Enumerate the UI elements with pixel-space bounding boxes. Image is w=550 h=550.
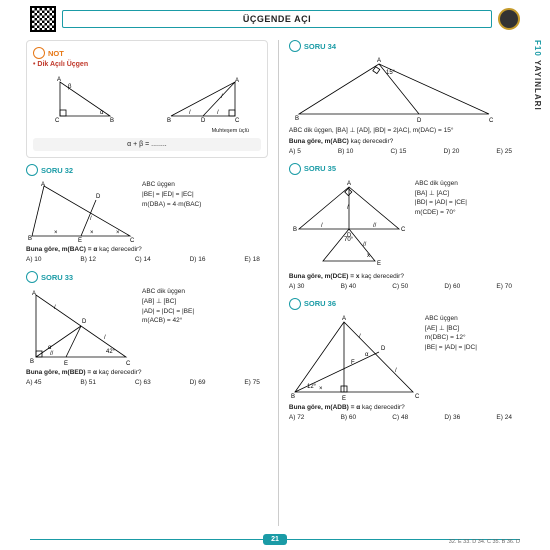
- svg-text:70°: 70°: [344, 237, 354, 243]
- right-triangle-2-icon: AB DC ///: [163, 74, 243, 122]
- svg-text:×: ×: [90, 230, 94, 236]
- left-column: NOT • Dik Açılı Üçgen ACB βα AB DC ///: [26, 40, 268, 526]
- page-title: ÜÇGENDE AÇI: [62, 10, 492, 28]
- question-heading: SORU 35: [289, 163, 520, 175]
- q35-figure-icon: AB DC E 70° x /// ///: [289, 179, 409, 269]
- svg-text:B: B: [295, 116, 299, 122]
- note-sub: • Dik Açılı Üçgen: [33, 61, 261, 68]
- choices: A) 72B) 60C) 48D) 36E) 24: [289, 414, 520, 421]
- svg-text:D: D: [381, 346, 386, 352]
- svg-text:×: ×: [54, 230, 58, 236]
- q34-figure-icon: A B D C 15°: [289, 56, 499, 122]
- question-36: SORU 36 AB EDC F 12° α ×// ABC üçgen[AE]…: [289, 298, 520, 421]
- svg-text:A: A: [41, 182, 45, 188]
- question-heading: SORU 32: [26, 164, 268, 176]
- svg-text:E: E: [377, 261, 381, 267]
- svg-text:B: B: [291, 394, 295, 400]
- svg-text:D: D: [201, 118, 206, 122]
- svg-text:E: E: [342, 396, 346, 400]
- svg-text:B: B: [293, 227, 297, 233]
- svg-text:/: /: [321, 223, 323, 229]
- svg-text:C: C: [489, 118, 494, 122]
- question-heading: SORU 36: [289, 298, 520, 310]
- svg-text://: //: [50, 351, 54, 357]
- svg-text:×: ×: [116, 230, 120, 236]
- choices: A) 10B) 12C) 14D) 16E) 18: [26, 256, 268, 263]
- svg-text:x: x: [367, 253, 370, 259]
- question-33: SORU 33 AB DEC 42° //// α ABC dik üçgen[…: [26, 271, 268, 386]
- svg-text:D: D: [82, 319, 87, 325]
- svg-text:C: C: [126, 361, 131, 365]
- note-heading: NOT: [33, 47, 261, 59]
- q36-figure-icon: AB EDC F 12° α ×//: [289, 314, 419, 400]
- choices: A) 45B) 51C) 63D) 69E) 75: [26, 379, 268, 386]
- question-34: SORU 34 AB DC 15° ABC dik üçgen, [BA] ⊥ …: [289, 40, 520, 155]
- page-header: ÜÇGENDE AÇI: [30, 6, 520, 32]
- svg-text:D: D: [96, 194, 101, 200]
- page-number: 21: [263, 534, 287, 545]
- svg-text://: //: [373, 223, 377, 229]
- svg-text:C: C: [55, 118, 60, 122]
- svg-text:/: /: [90, 216, 92, 222]
- svg-text:α: α: [100, 110, 104, 116]
- qr-icon: [30, 6, 56, 32]
- right-triangle-1-icon: A C B β α: [50, 74, 120, 122]
- svg-text:A: A: [342, 316, 346, 322]
- formula-box: α + β = ........: [33, 138, 261, 151]
- svg-text:12°: 12°: [307, 384, 317, 390]
- question-heading: SORU 33: [26, 271, 268, 283]
- svg-text:E: E: [78, 238, 82, 242]
- svg-text:B: B: [28, 236, 32, 242]
- q32-figure-icon: A B E D C × × × /: [26, 180, 136, 242]
- note-box: NOT • Dik Açılı Üçgen ACB βα AB DC ///: [26, 40, 268, 158]
- question-35: SORU 35 AB DC E 70° x /// /// ABC dik üç…: [289, 163, 520, 290]
- svg-text:B: B: [110, 118, 114, 122]
- content: NOT • Dik Açılı Üçgen ACB βα AB DC ///: [26, 40, 520, 526]
- question-32: SORU 32 AB EDC ××× / ABC üçgen|BE| = |ED…: [26, 164, 268, 263]
- svg-text://: //: [363, 242, 367, 248]
- svg-text:C: C: [401, 227, 406, 233]
- svg-text:/: /: [217, 110, 219, 116]
- svg-text:C: C: [130, 238, 135, 242]
- footer: 21: [30, 532, 520, 546]
- svg-text:/: /: [54, 305, 56, 311]
- q33-figure-icon: AB DEC 42° //// α: [26, 287, 136, 365]
- svg-text:D: D: [417, 118, 422, 122]
- svg-text:B: B: [30, 359, 34, 365]
- svg-text:A: A: [32, 291, 36, 297]
- choices: A) 5B) 10C) 15D) 20E) 25: [289, 148, 520, 155]
- svg-text:/: /: [395, 368, 397, 374]
- svg-text:C: C: [415, 394, 419, 400]
- svg-text:A: A: [347, 181, 351, 187]
- svg-text:E: E: [64, 361, 68, 365]
- brand-logo-icon: [498, 8, 520, 30]
- svg-text:C: C: [235, 118, 240, 122]
- svg-text:A: A: [57, 77, 61, 83]
- svg-text:B: B: [167, 118, 171, 122]
- svg-text:A: A: [377, 58, 381, 64]
- svg-text:×: ×: [319, 386, 323, 392]
- choices: A) 30B) 40C) 50D) 60E) 70: [289, 283, 520, 290]
- svg-text:42°: 42°: [106, 349, 116, 355]
- svg-text:/: /: [189, 110, 191, 116]
- svg-text:α: α: [365, 352, 369, 358]
- svg-text:F: F: [351, 360, 355, 366]
- svg-text:A: A: [235, 78, 239, 84]
- svg-text:α: α: [48, 345, 52, 351]
- side-brand: F10 YAYINLARI: [533, 40, 542, 111]
- right-column: SORU 34 AB DC 15° ABC dik üçgen, [BA] ⊥ …: [278, 40, 520, 526]
- svg-text:β: β: [68, 84, 72, 90]
- svg-text:15°: 15°: [386, 70, 396, 76]
- svg-text:/: /: [104, 335, 106, 341]
- answer-key: 32. E 33. D 34. C 35. B 36. D: [449, 539, 520, 545]
- question-heading: SORU 34: [289, 40, 520, 52]
